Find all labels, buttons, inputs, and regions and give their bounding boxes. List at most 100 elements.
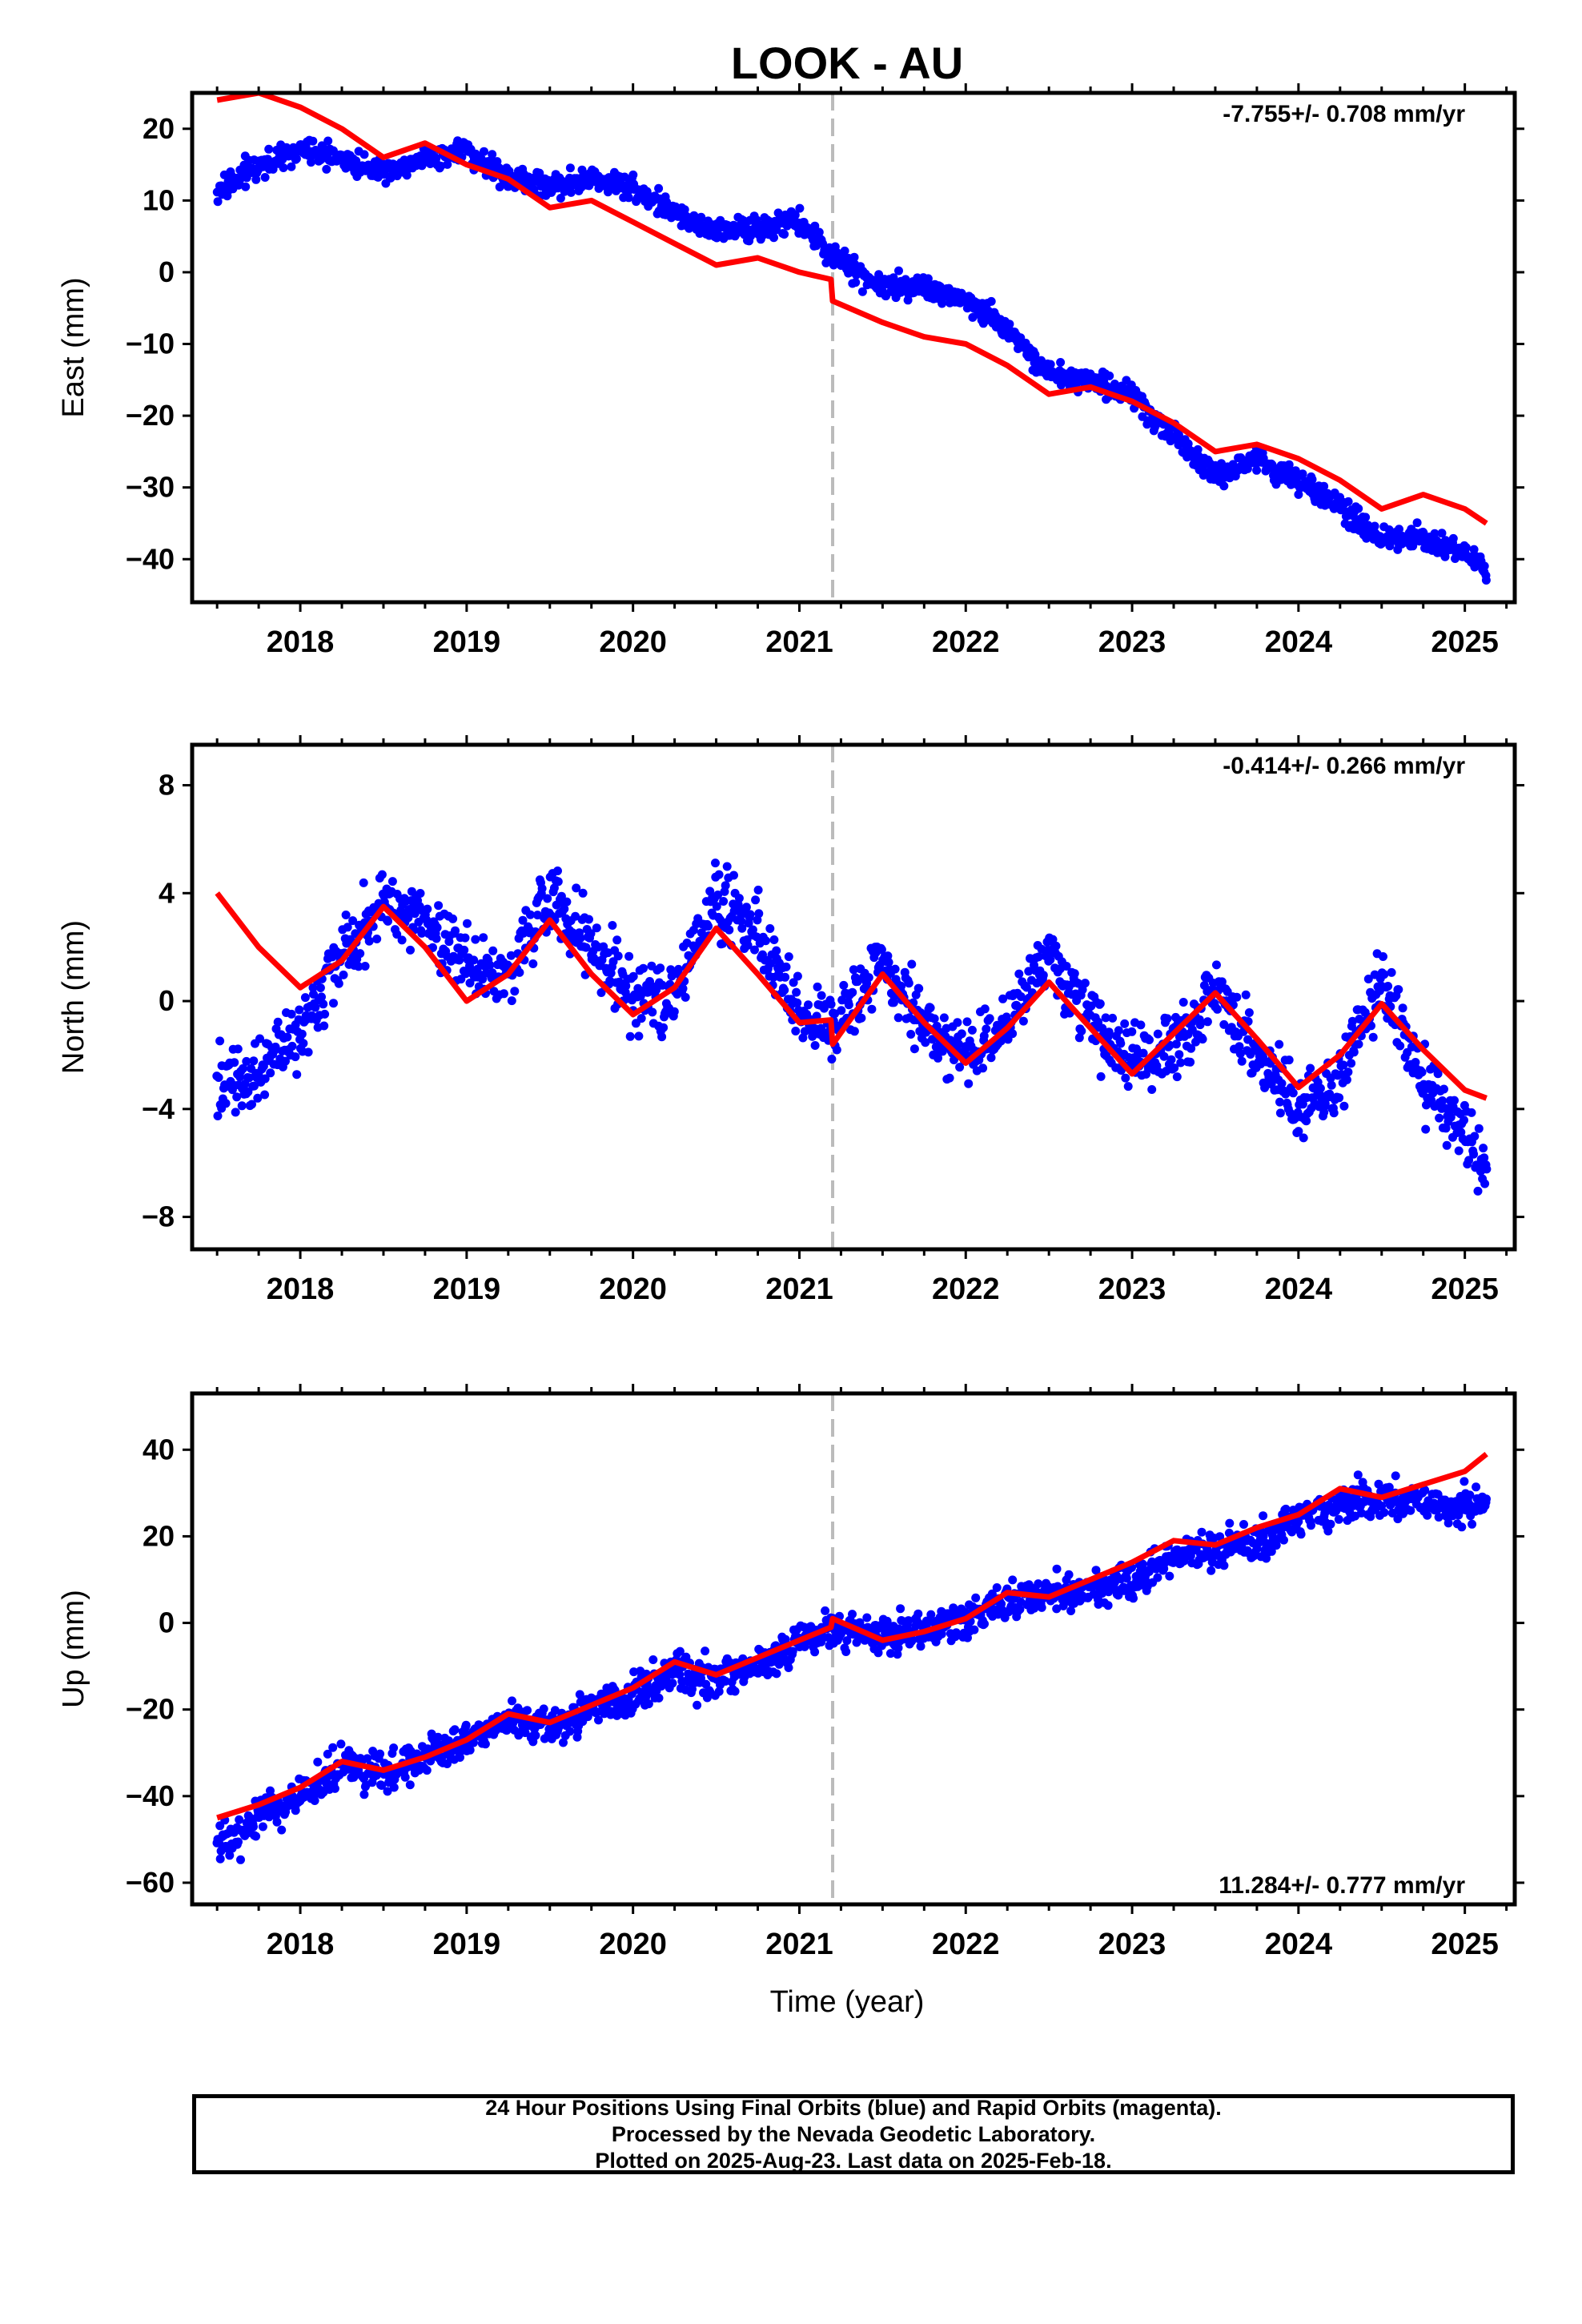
position-point [432, 934, 441, 943]
position-point [1379, 1508, 1389, 1518]
position-point [784, 1663, 793, 1672]
position-point [244, 1073, 254, 1083]
position-point [307, 158, 315, 167]
position-point [955, 1063, 965, 1072]
x-tick-label: 2019 [433, 1928, 501, 1961]
y-tick-label: 10 [143, 183, 175, 216]
position-point [1315, 1084, 1325, 1093]
position-point [1008, 1575, 1018, 1585]
position-point [890, 964, 900, 974]
position-point [1434, 1513, 1443, 1522]
position-point [848, 1610, 857, 1619]
position-point [281, 1056, 290, 1066]
position-point [1398, 1003, 1407, 1013]
x-tick-label: 2025 [1431, 625, 1499, 659]
position-point [841, 1647, 851, 1656]
position-point [271, 1042, 280, 1051]
position-point [1005, 320, 1014, 329]
position-point [1022, 983, 1031, 992]
position-point [1153, 1573, 1162, 1582]
position-point [343, 923, 352, 932]
position-point [592, 923, 601, 933]
position-point [737, 923, 747, 933]
position-point [581, 943, 591, 952]
position-point [821, 1606, 830, 1615]
position-point [1284, 1055, 1294, 1065]
position-point [1145, 1035, 1154, 1044]
position-point [772, 1669, 781, 1679]
x-tick-label: 2021 [765, 625, 833, 659]
position-point [279, 163, 288, 172]
position-point [255, 1034, 264, 1043]
position-point [1437, 529, 1447, 538]
position-point [1383, 982, 1393, 991]
position-point [539, 1704, 548, 1714]
plot-frame [190, 742, 1517, 1252]
position-point [451, 926, 460, 935]
y-tick-label: −40 [126, 542, 175, 575]
y-tick-label: 0 [159, 1606, 175, 1639]
position-point [1435, 1113, 1444, 1123]
position-point [1299, 1133, 1308, 1143]
position-point [239, 1063, 248, 1073]
position-point [625, 1031, 635, 1041]
position-point [1070, 969, 1079, 979]
position-point [1443, 1518, 1453, 1528]
position-point [893, 1643, 903, 1653]
y-tick-label: −40 [126, 1779, 175, 1812]
position-point [1482, 1494, 1491, 1504]
position-point [560, 904, 569, 914]
position-points [212, 135, 1491, 585]
position-point [864, 973, 873, 983]
position-point [295, 1005, 304, 1015]
position-point [1334, 1514, 1343, 1524]
position-point [851, 278, 861, 287]
position-point [957, 1029, 966, 1039]
position-point [1438, 1096, 1447, 1105]
position-point [1186, 1043, 1196, 1053]
position-point [904, 1616, 913, 1626]
position-point [359, 878, 368, 887]
position-point [443, 159, 452, 169]
model-fit-line [215, 891, 1488, 1101]
position-point [1048, 935, 1058, 944]
position-point [795, 203, 805, 213]
position-point [323, 136, 333, 146]
position-point [1034, 952, 1043, 962]
position-point [320, 1009, 330, 1019]
position-point [1235, 1049, 1245, 1059]
position-point [1120, 1019, 1130, 1028]
position-point [225, 1851, 235, 1860]
position-point [404, 913, 413, 923]
position-point [675, 1647, 685, 1656]
position-point [837, 1006, 846, 1015]
position-point [1457, 1522, 1467, 1532]
position-point [654, 1693, 664, 1703]
position-point [562, 897, 572, 907]
position-point [334, 979, 343, 988]
position-point [1450, 1096, 1459, 1105]
position-point [986, 296, 996, 306]
y-tick-label: 8 [159, 769, 175, 802]
position-point [1354, 1039, 1363, 1049]
position-point [629, 1667, 639, 1677]
position-point [781, 972, 790, 982]
position-point [1217, 977, 1227, 987]
position-point [556, 194, 565, 203]
position-point [953, 1018, 962, 1027]
position-point [1127, 1027, 1137, 1036]
position-point [1395, 1041, 1405, 1051]
position-point [465, 1745, 475, 1755]
position-point [889, 277, 899, 287]
position-point [237, 1101, 247, 1111]
position-point [247, 1100, 256, 1109]
position-point [1395, 525, 1403, 534]
position-point [1480, 1153, 1489, 1163]
position-point [681, 992, 690, 1002]
position-point [792, 987, 801, 997]
position-point [1323, 1526, 1333, 1536]
position-point [621, 981, 631, 991]
position-point [1363, 975, 1373, 983]
position-point [328, 1743, 338, 1752]
